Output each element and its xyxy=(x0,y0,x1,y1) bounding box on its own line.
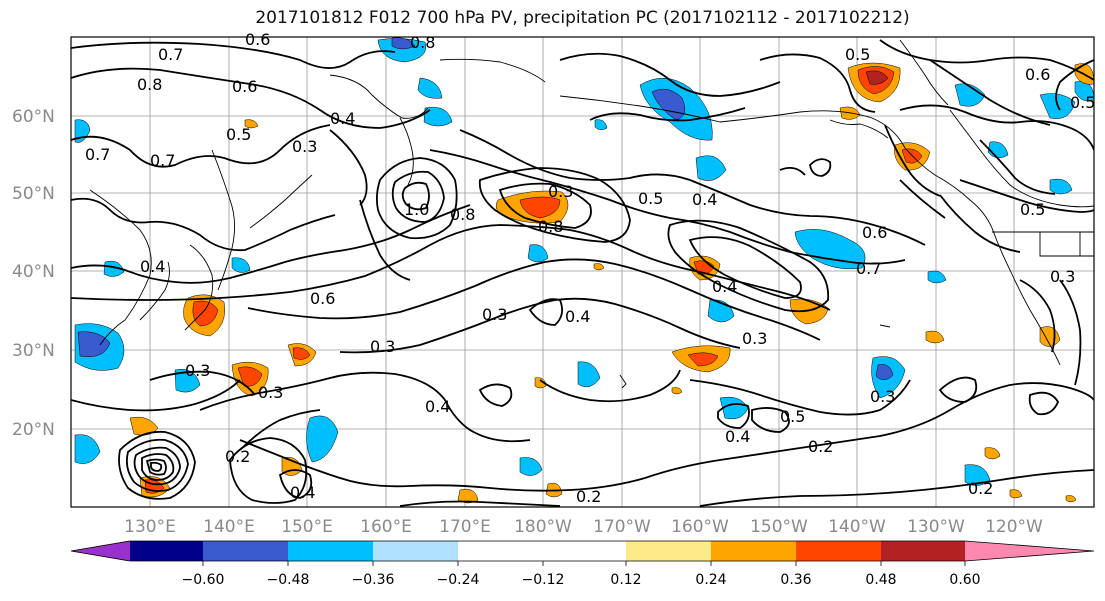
contour-label: 0.8 xyxy=(450,205,475,224)
lon-label: 140°W xyxy=(828,517,886,537)
contour-label: 0.4 xyxy=(725,427,750,446)
contour-label: 0.5 xyxy=(226,125,251,144)
colorbar-segment-7 xyxy=(711,541,796,561)
lat-label: 60°N xyxy=(12,107,55,127)
contour-label: 0.3 xyxy=(185,361,210,380)
contour-label: 0.3 xyxy=(870,387,895,406)
pv-contours xyxy=(71,39,1094,507)
contour-label: 1.0 xyxy=(404,200,429,219)
contour-label: 0.2 xyxy=(808,437,833,456)
colorbar-tick: −0.36 xyxy=(352,572,395,588)
latitude-labels: 60°N 50°N 40°N 30°N 20°N xyxy=(12,107,55,440)
colorbar-segment-2 xyxy=(203,541,288,561)
lon-label: 170°W xyxy=(593,517,651,537)
contour-label: 0.3 xyxy=(292,137,317,156)
colorbar-segment-5 xyxy=(458,541,626,561)
lon-label: 150°E xyxy=(281,517,333,537)
lon-label: 130°W xyxy=(907,517,965,537)
contour-label: 0.6 xyxy=(862,223,887,242)
contour-label: 0.2 xyxy=(576,487,601,506)
colorbar-segment-6 xyxy=(626,541,711,561)
contour-label: 0.6 xyxy=(245,30,270,49)
colorbar-segment-1 xyxy=(130,541,203,561)
colorbar-segment-4 xyxy=(373,541,458,561)
colorbar-segment-8 xyxy=(796,541,881,561)
contour-label: 0.3 xyxy=(548,182,573,201)
contour-label: 0.2 xyxy=(968,479,993,498)
colorbar-tick: 0.60 xyxy=(949,572,980,588)
contour-label: 0.7 xyxy=(150,151,175,170)
contour-label: 0.3 xyxy=(742,329,767,348)
colorbar-tick: −0.24 xyxy=(437,572,480,588)
colorbar-segment-3 xyxy=(288,541,373,561)
contour-label: 0.4 xyxy=(290,483,315,502)
contour-label: 0.6 xyxy=(1025,65,1050,84)
figure-title: 2017101812 F012 700 hPa PV, precipitatio… xyxy=(255,8,910,28)
lon-label: 130°E xyxy=(124,517,176,537)
contour-label: 0.8 xyxy=(137,75,162,94)
contour-label: 0.5 xyxy=(1020,200,1045,219)
colorbar-tick: −0.60 xyxy=(182,572,225,588)
lat-label: 20°N xyxy=(12,420,55,440)
contour-label: 0.3 xyxy=(482,305,507,324)
lat-label: 40°N xyxy=(12,262,55,282)
contour-label: 0.4 xyxy=(712,277,737,296)
lon-label: 160°E xyxy=(360,517,412,537)
contour-label: 0.4 xyxy=(565,307,590,326)
lon-label: 140°E xyxy=(203,517,255,537)
lon-label: 160°W xyxy=(671,517,729,537)
contour-label: 0.7 xyxy=(856,259,881,278)
contour-label: 0.2 xyxy=(225,447,250,466)
colorbar: −0.60 −0.48 −0.36 −0.24 −0.12 0.12 0.24 … xyxy=(70,540,1095,588)
contour-label: 0.4 xyxy=(140,257,165,276)
contour-labels: 0.7 0.6 0.8 0.6 0.7 0.3 0.4 0.5 0.7 0.8 … xyxy=(85,30,1095,506)
coastlines xyxy=(89,39,1094,389)
colorbar-tick: 0.48 xyxy=(865,572,896,588)
lat-label: 50°N xyxy=(12,184,55,204)
contour-label: 0.4 xyxy=(692,190,717,209)
colorbar-tick: 0.12 xyxy=(610,572,641,588)
contour-label: 0.5 xyxy=(780,407,805,426)
lat-label: 30°N xyxy=(12,341,55,361)
contour-label: 0.5 xyxy=(1070,93,1095,112)
colorbar-tick: −0.48 xyxy=(267,572,310,588)
contour-label: 0.6 xyxy=(310,289,335,308)
colorbar-tick: 0.36 xyxy=(780,572,811,588)
contour-label: 0.7 xyxy=(85,145,110,164)
lon-label: 170°E xyxy=(439,517,491,537)
colorbar-segment-0 xyxy=(71,541,130,561)
lon-label: 180°W xyxy=(514,517,572,537)
contour-label: 0.8 xyxy=(410,33,435,52)
contour-label: 0.3 xyxy=(258,383,283,402)
contour-label: 0.5 xyxy=(845,45,870,64)
contour-label: 0.3 xyxy=(1050,267,1075,286)
contour-label: 0.3 xyxy=(370,337,395,356)
colorbar-tick: 0.24 xyxy=(695,572,726,588)
contour-label: 0.4 xyxy=(330,109,355,128)
colorbar-segment-10 xyxy=(965,541,1094,561)
colorbar-tick: −0.12 xyxy=(522,572,565,588)
contour-label: 0.6 xyxy=(232,77,257,96)
map-frame xyxy=(70,36,1095,508)
lon-label: 150°W xyxy=(750,517,808,537)
contour-label: 0.5 xyxy=(638,189,663,208)
contour-label: 0.8 xyxy=(538,217,563,236)
contour-label: 0.4 xyxy=(425,397,450,416)
lon-label: 120°W xyxy=(985,517,1043,537)
longitude-labels: 130°E 140°E 150°E 160°E 170°E 180°W 170°… xyxy=(124,517,1043,537)
colorbar-segment-9 xyxy=(881,541,965,561)
contour-label: 0.7 xyxy=(158,45,183,64)
